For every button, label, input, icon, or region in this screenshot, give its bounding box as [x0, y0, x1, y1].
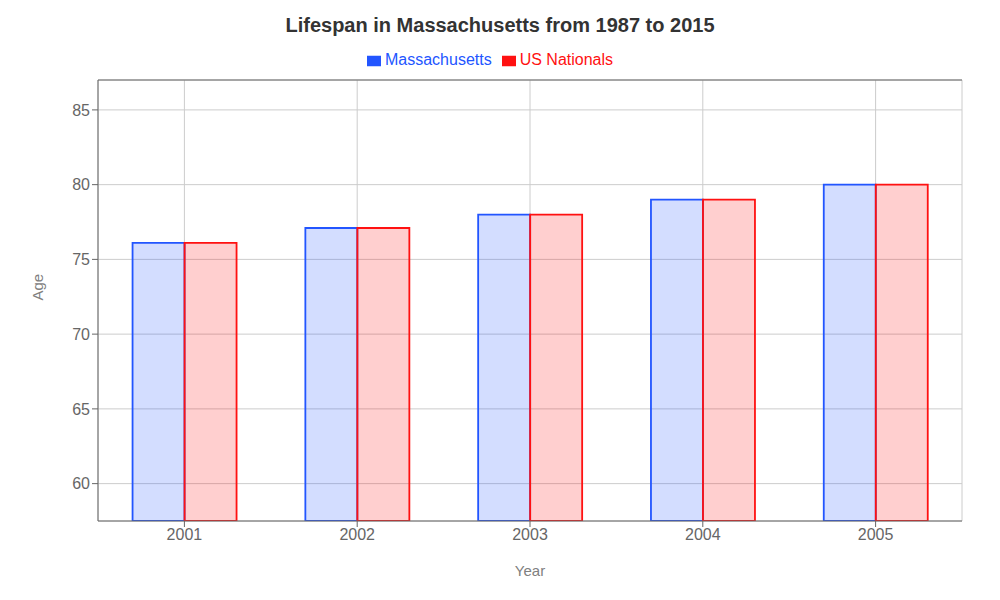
svg-text:2005: 2005 [858, 526, 894, 543]
svg-text:2003: 2003 [512, 526, 548, 543]
svg-text:65: 65 [72, 401, 90, 418]
svg-text:2004: 2004 [685, 526, 721, 543]
svg-text:70: 70 [72, 326, 90, 343]
svg-text:75: 75 [72, 251, 90, 268]
svg-text:85: 85 [72, 102, 90, 119]
html-text:US Nationals: US Nationals [519, 51, 613, 68]
html-text:Lifespan in Massachusetts from: Lifespan in Massachusetts from 1987 to 2… [285, 14, 715, 36]
svg-text:2002: 2002 [339, 526, 375, 543]
svg-text:80: 80 [72, 176, 90, 193]
html-text:Massachusetts: Massachusetts [385, 51, 492, 68]
svg-text:Year: Year [515, 562, 545, 579]
svg-text:2001: 2001 [167, 526, 203, 543]
svg-text:60: 60 [72, 475, 90, 492]
svg-text:Age: Age [29, 274, 46, 301]
